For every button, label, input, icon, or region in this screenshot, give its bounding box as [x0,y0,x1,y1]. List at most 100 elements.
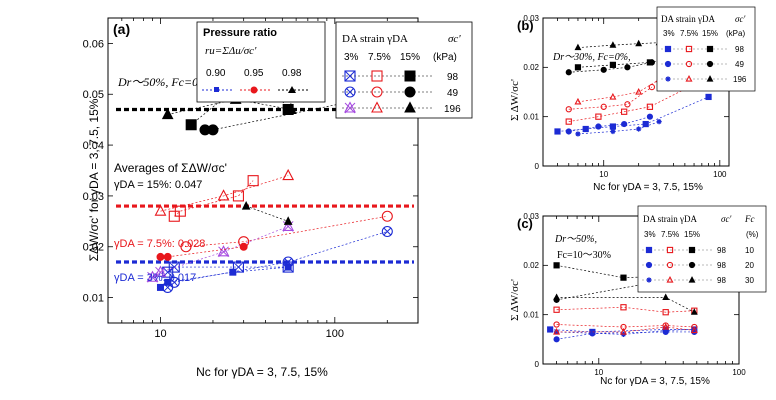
data-point [656,119,662,125]
panel-c-legend-r1-sigma: 98 [717,246,726,255]
series-line [568,76,709,122]
panel-b-legend-markers [661,45,728,82]
y-tick-label: 0 [535,360,540,369]
pressure-legend-v2: 0.95 [244,68,264,79]
panel-b-legend: DA strain γDA σc' 3% 7.5% 15% (kPa) 98 4… [656,6,756,92]
panel-b-legend-c2: 7.5% [680,29,698,38]
panel-b-legend-c1: 3% [663,29,675,38]
data-point [646,103,654,110]
data-point [620,274,627,281]
da-legend-c3: 15% [400,52,420,63]
x-tick-label: 100 [732,368,746,377]
data-point [217,245,230,258]
panel-c-legend-c3: 15% [684,230,700,239]
legend-marker [666,246,674,254]
data-point [609,123,616,130]
data-point [600,66,607,73]
data-point [565,118,572,125]
panel-c-label: (c) [517,216,533,231]
panel-c-condition-2: Fc=10〜30% [557,250,611,261]
panel-b: (b) 10 100 0 0.01 0.02 0.03 Dr〜30%, Fc=0%, DA… [509,6,756,193]
x-tick-label: 10 [154,328,166,340]
legend-marker [685,60,693,68]
da-legend-markers [342,70,432,114]
data-point [164,278,172,286]
data-point [553,262,560,269]
panel-a-marks [116,63,414,293]
data-point [620,304,627,311]
legend-marker [664,45,672,53]
panel-c-legend-c1: 3% [644,230,656,239]
legend-marker [688,261,696,269]
data-point [621,120,628,128]
series-line [556,324,695,328]
data-point [619,327,627,335]
data-point [636,126,642,132]
series-line [246,205,289,222]
legend-marker [344,86,356,98]
series-line [556,306,695,313]
data-point [600,103,607,110]
y-tick-label: 0.01 [523,310,539,319]
legend-marker [666,261,674,269]
series-line [568,62,652,73]
data-point [247,175,259,187]
panel-b-ylabel: Σ ΔW/σc' [509,79,521,121]
data-point [282,168,295,181]
series-line [568,116,651,132]
panel-a-xlabel: Nc for γDA = 3, 7.5, 15% [196,365,328,379]
y-tick-label: 0 [535,162,540,171]
y-tick-label: 0.03 [523,14,539,23]
panel-a-avg75-label: γDA = 7.5%: 0.028 [114,238,205,250]
data-point [690,308,698,315]
data-point [154,265,167,278]
panel-c-ylabel: Σ ΔW/σc' [509,279,521,321]
legend-marker [371,70,383,82]
data-point [662,309,669,316]
series-line [556,329,695,335]
data-point [609,61,616,68]
da-legend-c2: 7.5% [368,52,391,63]
data-point [610,128,616,135]
series-line [160,266,289,288]
panel-b-legend-sigma: σc' [735,14,746,24]
legend-marker [344,101,356,114]
panel-c-legend-sigma: σc' [721,214,732,224]
y-tick-label: 0.06 [83,38,104,50]
pressure-legend-v1: 0.90 [206,68,226,79]
data-point [163,252,172,261]
series-line [167,266,289,273]
pressure-legend-formula: ru=ΣΔu/σc' [205,45,257,57]
data-point [553,327,561,335]
data-point [635,39,643,47]
data-point [574,64,582,71]
data-point [690,326,698,334]
data-point [574,97,582,105]
pressure-legend-v3: 0.98 [282,68,302,79]
data-point [207,124,219,136]
data-point [646,113,654,120]
data-point [553,293,561,300]
data-point [662,293,670,300]
panel-c-condition-1: Dr〜50%, [554,234,597,245]
panel-c-legend-fc: Fc [744,214,755,224]
legend-marker [404,70,416,82]
panel-b-legend-title: DA strain γDA [661,14,715,24]
panel-c-legend-r3-fc: 30 [745,276,754,285]
panel-c-legend-c2: 7.5% [661,230,679,239]
panel-c-legend-r2-fc: 20 [745,261,754,270]
data-point [565,69,572,76]
pressure-legend-marker-2 [250,86,258,94]
data-point [662,322,670,330]
panel-a: (a) 10 100 0.01 0.02 0.03 0.04 0.05 0.06 Dr〜50%… [83,17,473,379]
data-point [553,321,560,328]
data-point [663,327,669,334]
legend-marker [404,86,416,98]
legend-marker [666,275,674,283]
panel-c: (c) 10 100 0 0.01 0.02 0.03 Dr〜50%, Fc=10〜30%… [509,205,767,387]
panel-c-legend-unit: (%) [746,230,759,239]
data-point [642,120,649,128]
panel-a-avg3-label: γDA = 3%: 0.017 [114,272,196,284]
series-line [556,326,695,333]
data-point [547,326,554,333]
